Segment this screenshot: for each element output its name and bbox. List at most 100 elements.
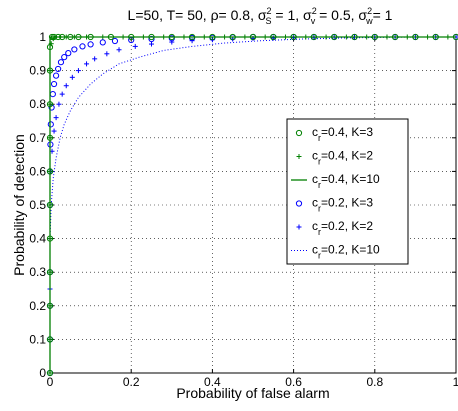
data-point [242,34,248,40]
y-tick-label: 0 [39,366,46,380]
data-point [46,201,54,209]
data-point [46,336,54,343]
title-sup: 2 [267,6,272,16]
data-point [61,54,68,61]
x-tick-label: 0.2 [123,375,140,389]
y-tick-label: 0.1 [29,332,46,346]
data-point [47,121,54,128]
y-axis-label: Probability of detection [11,134,27,276]
data-point [404,34,410,40]
data-point [371,33,378,41]
data-point [100,34,106,40]
legend-label-rest: =0.2, K=2 [321,219,373,233]
data-point [46,302,54,309]
data-point [65,50,72,57]
legend-label: cr=0.2, K=3 [312,196,373,214]
data-point [128,33,135,41]
data-point [55,65,62,73]
data-point [270,33,277,41]
data-point [46,269,54,276]
title-sup: 2 [367,6,372,16]
title-sup: 2 [312,6,317,16]
data-point [412,33,419,41]
data-point [46,369,54,377]
legend-marker [296,154,302,159]
data-point [48,41,54,47]
data-point [46,235,54,242]
title-sub: v [311,16,316,26]
data-point [84,61,90,67]
data-point [75,33,82,41]
data-point [48,33,56,41]
data-point [290,33,297,41]
x-tick-label: 0.6 [285,375,302,389]
legend-label-c: c [312,172,318,186]
data-point [209,33,216,41]
x-tick-label: 0.8 [366,375,383,389]
legend-label-c: c [312,196,318,210]
legend-label-c: c [312,125,318,139]
legend-label-c: c [312,219,318,233]
data-point [46,43,54,51]
data-point [50,33,58,41]
legend-label-sub: r [318,157,321,167]
y-tick-label: 0.5 [29,198,46,212]
legend-item: cr=0.2, K=3 [295,196,373,214]
legend-label-rest: =0.4, K=3 [321,125,373,139]
data-point [47,303,53,309]
data-point [87,33,94,41]
data-point [111,37,119,45]
data-point [107,33,115,41]
legend-label-sub: r [318,227,321,237]
data-point [67,33,74,41]
data-point [249,33,257,41]
y-tick-label: 0.7 [29,131,46,145]
legend-label-rest: =0.4, K=2 [321,149,373,163]
data-point [432,33,439,41]
data-point [79,43,86,50]
data-point [303,34,309,40]
legend-label: cr=0.2, K=2 [312,219,373,237]
data-point [262,34,268,40]
legend-label-sub: r [318,180,321,190]
data-point [169,39,175,45]
legend-label: cr=0.4, K=3 [312,125,373,143]
y-tick-label: 1 [39,30,46,44]
title-sub: S [266,16,272,26]
data-point [351,33,358,41]
data-point [229,33,236,41]
data-point [56,101,62,107]
data-point [392,33,399,41]
data-point [51,128,57,134]
data-point [343,34,349,40]
data-point [364,34,370,40]
data-point [222,34,228,40]
data-point [282,34,288,40]
data-point [87,41,94,48]
legend-marker [295,129,303,137]
data-point [161,34,167,40]
ticks: 0 0.2 0.4 0.6 0.8 1 0 0.1 0.2 0.3 0.4 0.5 0.6 0.7 0.8 0… [29,30,458,389]
data-point [331,33,338,41]
data-point [92,56,98,62]
x-tick-label: 0 [47,375,54,389]
data-point [99,39,106,46]
legend-label-sub: r [318,133,321,143]
legend-label-rest: =0.4, K=10 [321,172,380,186]
title-text: = 0.5, σ [315,7,367,23]
data-point [48,104,55,111]
data-point [46,134,54,141]
legend-marker [296,224,302,230]
title-text: = 1, σ [272,7,313,23]
data-point [47,370,53,376]
data-point [47,135,53,141]
series-0 [46,33,458,377]
data-point [69,74,75,80]
legend-item: cr=0.2, K=10 [291,243,380,261]
legend-label-rest: =0.2, K=10 [321,243,380,257]
data-point [55,33,62,41]
data-point [47,336,53,342]
title-text: = 1 [373,7,393,23]
